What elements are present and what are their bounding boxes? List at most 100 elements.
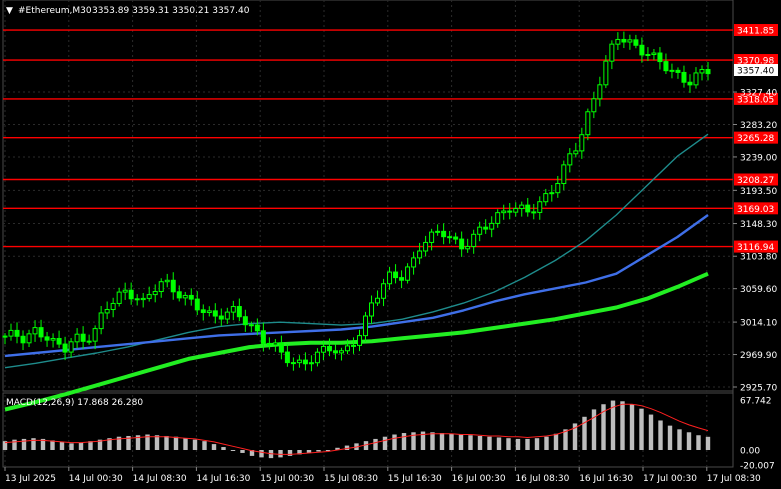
candle-body xyxy=(128,289,134,300)
candle-body xyxy=(699,69,705,74)
candle-body xyxy=(74,333,80,343)
candle-body xyxy=(8,329,14,337)
candle-body xyxy=(621,38,627,43)
macd-bar xyxy=(373,438,378,450)
macd-bar xyxy=(439,433,445,450)
macd-bar xyxy=(192,439,198,450)
candle-body xyxy=(338,350,344,354)
time-label: 14 Jul 00:30 xyxy=(69,474,123,484)
candle-body xyxy=(158,281,164,293)
menu-arrow-icon[interactable]: ▼ xyxy=(6,6,13,16)
candle-body xyxy=(513,208,519,213)
price-tick-label: 3239.00 xyxy=(740,153,777,163)
macd-bar xyxy=(487,436,492,450)
candle-body xyxy=(332,350,338,354)
macd-scale-label: 0.00 xyxy=(740,447,760,457)
candle-body xyxy=(20,335,26,344)
price-axis: 3327.40 3283.20 3239.00 3193.50 3148.30 3103.… xyxy=(733,64,778,394)
macd-bar xyxy=(344,445,350,450)
level-tag xyxy=(734,202,778,215)
candle-body xyxy=(459,238,465,250)
price-tick-label: 3103.80 xyxy=(740,253,777,263)
macd-bar xyxy=(145,434,150,450)
macd-bar xyxy=(240,450,245,453)
level-label: 3318.05 xyxy=(737,95,774,105)
macd-bar xyxy=(230,450,236,451)
macd-bar xyxy=(278,450,283,458)
candle-body xyxy=(465,245,471,250)
candle-body xyxy=(326,345,332,352)
macd-bar xyxy=(563,429,568,450)
candle-body xyxy=(182,294,188,299)
candle-body xyxy=(669,69,675,72)
macd-bar xyxy=(202,441,207,450)
macd-bar xyxy=(69,443,74,450)
macd-bar xyxy=(458,434,464,450)
candle-body xyxy=(44,336,50,341)
candle-body xyxy=(218,315,224,320)
candle-body xyxy=(56,337,62,345)
time-label: 15 Jul 08:30 xyxy=(324,474,378,484)
candle-body xyxy=(146,294,152,299)
macd-bar xyxy=(363,441,369,450)
candle-body xyxy=(363,315,369,337)
macd-bar xyxy=(316,450,321,452)
macd-bar xyxy=(449,433,454,450)
candle-body xyxy=(483,226,489,230)
candle-body xyxy=(272,342,278,346)
candle-body xyxy=(308,362,314,365)
price-tick-label: 2925.70 xyxy=(740,384,777,394)
candle-body xyxy=(140,297,146,301)
macd-bar xyxy=(382,436,388,450)
candle-body xyxy=(266,342,272,346)
candle-body xyxy=(284,351,290,364)
macd-bar xyxy=(126,435,131,450)
candle-body xyxy=(350,344,356,347)
macd-bar xyxy=(107,438,112,450)
candle-body xyxy=(200,309,206,314)
candle-body xyxy=(639,44,645,56)
macd-bar xyxy=(154,435,160,450)
time-label: 16 Jul 00:30 xyxy=(452,474,506,484)
macd-bar xyxy=(468,435,473,450)
macd-bar xyxy=(553,433,559,450)
macd-bar xyxy=(677,429,682,450)
candle-body xyxy=(507,210,513,213)
level-tag xyxy=(734,131,778,144)
macd-bar xyxy=(249,450,255,456)
macd-bar xyxy=(515,438,521,450)
level-label: 3208.27 xyxy=(737,176,774,186)
candle-body xyxy=(278,342,284,353)
macd-bar xyxy=(572,423,578,450)
candle-body xyxy=(314,351,320,364)
candle-body xyxy=(705,69,711,75)
macd-bar xyxy=(59,441,65,450)
candle-body xyxy=(411,257,417,268)
price-tick-label: 3327.40 xyxy=(740,89,777,99)
candle-body xyxy=(663,61,669,72)
time-label: 16 Jul 08:30 xyxy=(515,474,569,484)
candle-body xyxy=(651,52,657,56)
macd-bar xyxy=(297,450,302,455)
candle-body xyxy=(591,98,597,113)
ma-line xyxy=(4,214,709,358)
macd-bar xyxy=(183,438,188,450)
macd-bar xyxy=(211,444,217,450)
macd-bar xyxy=(306,450,312,453)
macd-bar xyxy=(21,438,27,450)
candle-body xyxy=(501,210,507,214)
level-label: 3169.03 xyxy=(737,205,774,215)
macd-bar xyxy=(667,425,673,450)
candle-body xyxy=(260,330,266,344)
candle-body xyxy=(609,43,615,62)
macd-bar xyxy=(534,438,540,450)
ma-line xyxy=(4,271,709,412)
macd-bar xyxy=(496,437,502,450)
candle-body xyxy=(471,233,477,247)
macd-bar xyxy=(221,447,226,450)
candle-body xyxy=(344,345,350,352)
candle-body xyxy=(32,327,38,335)
resistance-levels: 3411.85 3370.98 3318.05 3265.28 3208.27 3169.… xyxy=(3,24,778,253)
